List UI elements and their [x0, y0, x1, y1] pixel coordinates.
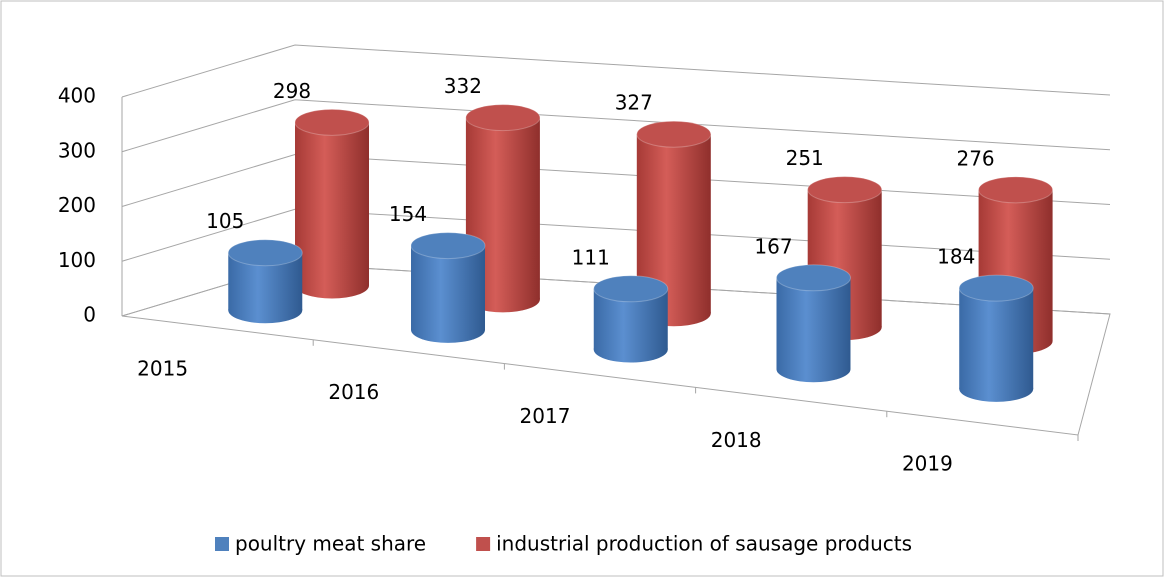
value-label: 276 — [956, 146, 994, 170]
legend-swatch — [476, 537, 491, 551]
cylinder-side — [776, 277, 851, 370]
cylinder-top — [775, 264, 851, 292]
x-tick-label: 2018 — [711, 428, 762, 452]
y-tick-label: 100 — [58, 248, 96, 272]
cylinder-top — [978, 176, 1054, 204]
y-tick-label: 400 — [58, 84, 96, 108]
cylinder — [593, 275, 669, 363]
value-label: 111 — [572, 245, 610, 269]
cylinder — [227, 239, 303, 324]
value-label: 298 — [273, 79, 311, 103]
grid-line — [121, 44, 1111, 98]
y-tick-label: 0 — [83, 303, 96, 327]
legend-swatch — [215, 537, 229, 551]
value-label: 154 — [389, 202, 427, 226]
cylinder-side — [295, 122, 370, 286]
cylinder-side — [411, 245, 486, 330]
cylinder-top — [465, 104, 541, 132]
cylinder-top — [958, 274, 1034, 302]
value-label: 105 — [206, 209, 244, 233]
cylinder — [775, 264, 851, 383]
value-label: 251 — [786, 146, 824, 170]
y-tick-label: 300 — [58, 138, 96, 162]
cylinder — [958, 274, 1034, 402]
cylinder-top — [636, 120, 712, 148]
cylinder-top — [227, 239, 303, 267]
value-label: 327 — [615, 91, 653, 115]
x-tick-label: 2015 — [137, 356, 188, 380]
cylinder — [294, 108, 370, 299]
legend-label: poultry meat share — [235, 532, 426, 556]
value-label: 167 — [754, 234, 792, 258]
grid-line — [121, 99, 1111, 153]
cylinder-top — [294, 108, 370, 136]
cylinder-top — [593, 275, 669, 303]
y-tick-label: 200 — [58, 193, 96, 217]
value-label: 184 — [937, 245, 975, 269]
cylinder-top — [410, 232, 486, 260]
legend-label: industrial production of sausage product… — [496, 532, 912, 556]
x-tick-label: 2017 — [520, 404, 571, 428]
x-tick-label: 2016 — [328, 380, 379, 404]
cylinder-top — [807, 176, 883, 204]
cylinder-side — [959, 288, 1034, 389]
x-tick-label: 2019 — [902, 452, 953, 476]
value-label: 332 — [444, 74, 482, 98]
cylinder — [410, 232, 486, 343]
